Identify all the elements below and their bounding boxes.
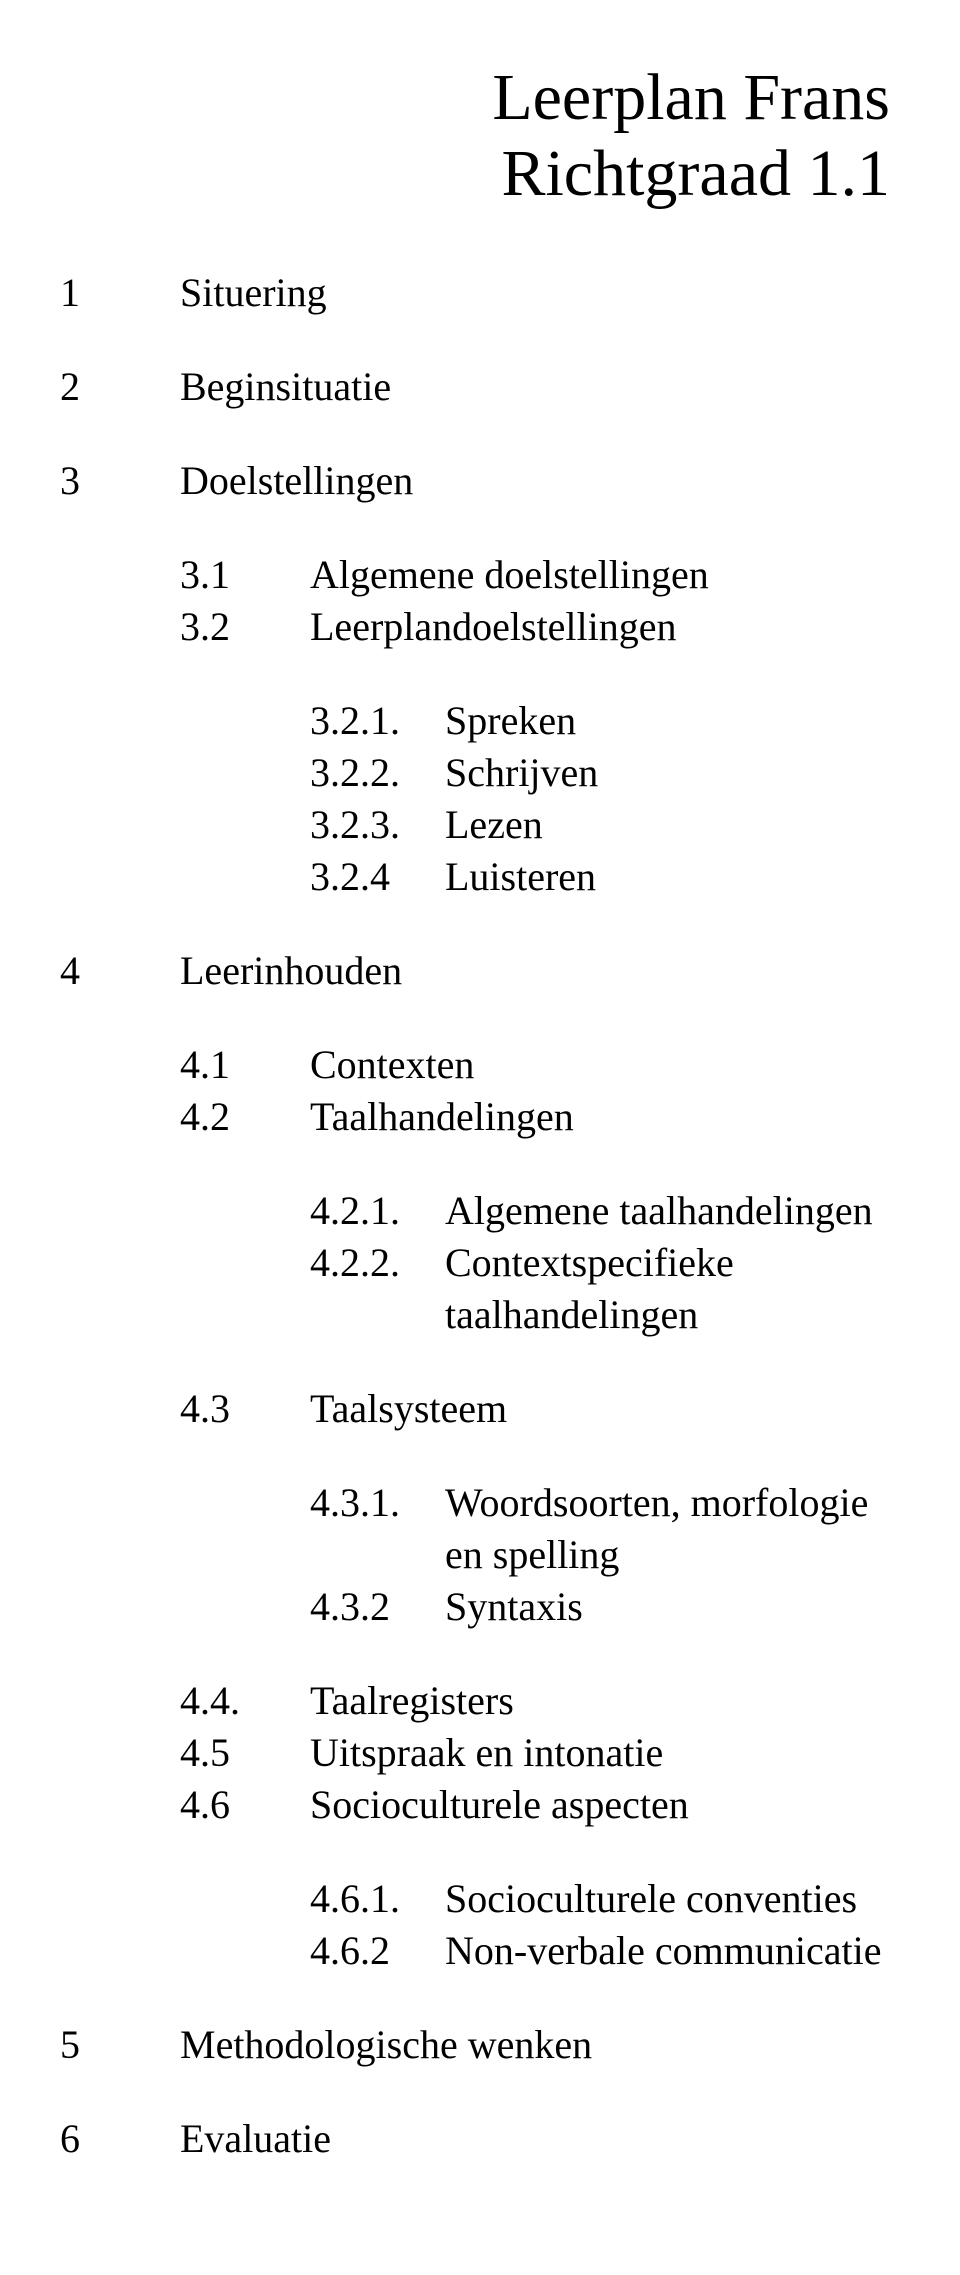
toc-number: 3.2.4	[310, 851, 445, 903]
toc-label: Contexten	[310, 1039, 900, 1091]
toc-sub-block: 4.1 Contexten 4.2 Taalhandelingen	[60, 1039, 900, 1143]
toc-entry: 3.2.4 Luisteren	[310, 851, 900, 903]
toc-label: Algemene doelstellingen	[310, 549, 900, 601]
toc-entry: 1 Situering	[60, 267, 900, 319]
toc-label: Algemene taalhandelingen	[445, 1185, 900, 1237]
toc-entry: 4.3 Taalsysteem	[180, 1383, 900, 1435]
toc-number: 4	[60, 945, 180, 997]
toc-label: Luisteren	[445, 851, 900, 903]
toc-number: 4.2.1.	[310, 1185, 445, 1237]
toc-label: Socioculturele aspecten	[310, 1779, 900, 1831]
toc-entry: 3.1 Algemene doelstellingen	[180, 549, 900, 601]
toc-entry: 3 Doelstellingen	[60, 455, 900, 507]
toc-label: Doelstellingen	[180, 455, 900, 507]
toc-entry: 4.6.2 Non-verbale communicatie	[310, 1925, 900, 1977]
toc-entry: 3.2 Leerplandoelstellingen	[180, 601, 900, 653]
toc-label: Evaluatie	[180, 2113, 900, 2165]
toc-number: 4.3.2	[310, 1581, 445, 1633]
toc-entry: 4.2.1. Algemene taalhandelingen	[310, 1185, 900, 1237]
toc-subsub-block: 3.2.1. Spreken 3.2.2. Schrijven 3.2.3. L…	[60, 695, 900, 903]
toc-entry: 4 Leerinhouden	[60, 945, 900, 997]
toc-label: Schrijven	[445, 747, 900, 799]
toc-entry: 4.6 Socioculturele aspecten	[180, 1779, 900, 1831]
toc-label: Lezen	[445, 799, 900, 851]
toc-entry: 4.6.1. Socioculturele conventies	[310, 1873, 900, 1925]
document-title: Leerplan Frans Richtgraad 1.1	[60, 60, 900, 212]
toc-label: Woordsoorten, morfologie en spelling	[445, 1477, 900, 1581]
toc-number: 6	[60, 2113, 180, 2165]
toc-entry: 4.1 Contexten	[180, 1039, 900, 1091]
toc-entry: 4.3.2 Syntaxis	[310, 1581, 900, 1633]
toc-label: Taalregisters	[310, 1675, 900, 1727]
toc-label: Leerplandoelstellingen	[310, 601, 900, 653]
toc-entry: 4.3.1. Woordsoorten, morfologie en spell…	[310, 1477, 900, 1581]
toc-number: 4.6	[180, 1779, 310, 1831]
toc-number: 3.2.2.	[310, 747, 445, 799]
toc-number: 4.1	[180, 1039, 310, 1091]
toc-label: Taalsysteem	[310, 1383, 900, 1435]
toc-subsub-block: 4.6.1. Socioculturele conventies 4.6.2 N…	[60, 1873, 900, 1977]
toc-entry: 3.2.3. Lezen	[310, 799, 900, 851]
toc-subsub-block: 4.3.1. Woordsoorten, morfologie en spell…	[60, 1477, 900, 1633]
toc-number: 3.2.3.	[310, 799, 445, 851]
toc-number: 3.2.1.	[310, 695, 445, 747]
toc-label: Leerinhouden	[180, 945, 900, 997]
toc-number: 3	[60, 455, 180, 507]
toc-label: Non-verbale communicatie	[445, 1925, 900, 1977]
toc-number: 3.2	[180, 601, 310, 653]
toc-entry: 5 Methodologische wenken	[60, 2019, 900, 2071]
toc-number: 5	[60, 2019, 180, 2071]
toc-sub-block: 4.3 Taalsysteem	[60, 1383, 900, 1435]
toc-number: 4.6.1.	[310, 1873, 445, 1925]
toc-label: Spreken	[445, 695, 900, 747]
toc-subsub-block: 4.2.1. Algemene taalhandelingen 4.2.2. C…	[60, 1185, 900, 1341]
toc-label: Taalhandelingen	[310, 1091, 900, 1143]
toc-entry: 2 Beginsituatie	[60, 361, 900, 413]
toc-label: Situering	[180, 267, 900, 319]
toc-sub-block: 4.4. Taalregisters 4.5 Uitspraak en into…	[60, 1675, 900, 1831]
toc-number: 4.4.	[180, 1675, 310, 1727]
toc-entry: 4.4. Taalregisters	[180, 1675, 900, 1727]
toc-number: 4.3.1.	[310, 1477, 445, 1529]
toc-number: 4.2.2.	[310, 1237, 445, 1289]
toc-label: Uitspraak en intonatie	[310, 1727, 900, 1779]
toc-label: Methodologische wenken	[180, 2019, 900, 2071]
title-line-1: Leerplan Frans	[60, 60, 890, 136]
toc-number: 4.3	[180, 1383, 310, 1435]
toc-sub-block: 3.1 Algemene doelstellingen 3.2 Leerplan…	[60, 549, 900, 653]
document-page: Leerplan Frans Richtgraad 1.1 1 Situerin…	[0, 0, 960, 2275]
toc-number: 4.6.2	[310, 1925, 445, 1977]
toc-entry: 4.5 Uitspraak en intonatie	[180, 1727, 900, 1779]
toc-entry: 4.2.2. Contextspecifieke taalhandelingen	[310, 1237, 900, 1341]
toc-label: Contextspecifieke taalhandelingen	[445, 1237, 900, 1341]
toc-number: 4.5	[180, 1727, 310, 1779]
toc-label: Syntaxis	[445, 1581, 900, 1633]
toc-entry: 4.2 Taalhandelingen	[180, 1091, 900, 1143]
toc-label: Socioculturele conventies	[445, 1873, 900, 1925]
toc-number: 2	[60, 361, 180, 413]
toc-entry: 3.2.2. Schrijven	[310, 747, 900, 799]
toc-entry: 3.2.1. Spreken	[310, 695, 900, 747]
toc-label: Beginsituatie	[180, 361, 900, 413]
title-line-2: Richtgraad 1.1	[60, 136, 890, 212]
toc-number: 3.1	[180, 549, 310, 601]
toc-entry: 6 Evaluatie	[60, 2113, 900, 2165]
toc-number: 1	[60, 267, 180, 319]
toc-number: 4.2	[180, 1091, 310, 1143]
